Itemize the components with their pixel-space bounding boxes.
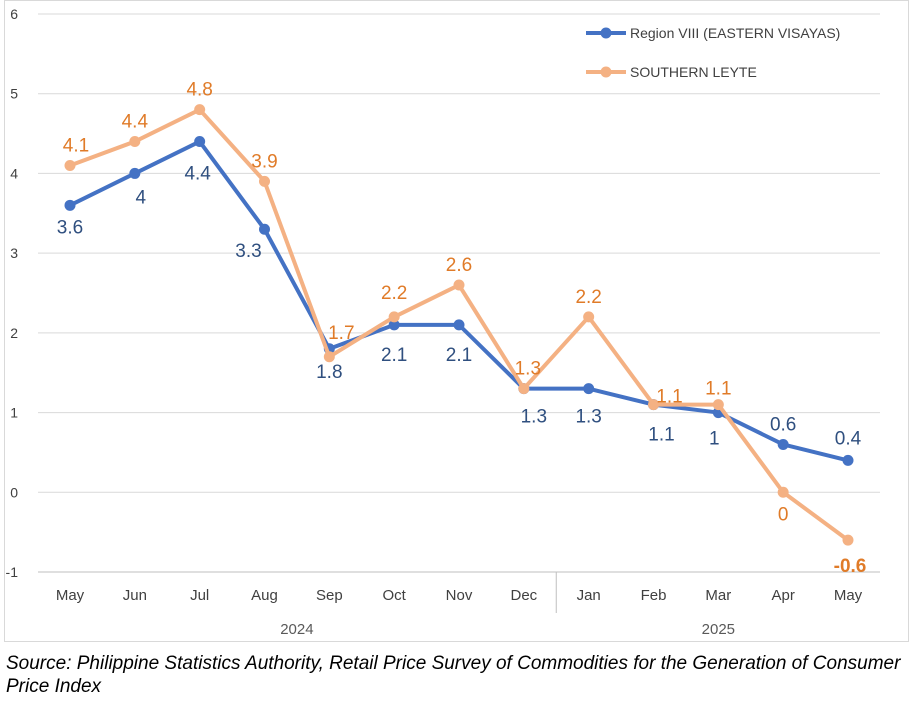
x-tick-label: Feb [641,587,667,604]
southern-leyte-point [324,351,335,362]
southern-leyte-data-label: 1.1 [705,379,731,400]
region-viii-data-label: 1.1 [648,425,674,446]
southern-leyte-data-label: 4.4 [122,112,149,133]
region-viii-point [194,136,205,147]
y-tick-label: 5 [10,86,18,102]
southern-leyte-point [843,535,854,546]
southern-leyte-point [713,399,724,410]
legend-swatch-marker [601,67,612,78]
southern-leyte-data-label: 1.7 [328,323,354,344]
southern-leyte-data-label: 1.1 [656,387,682,408]
x-tick-label: Jan [577,587,601,604]
region-viii-data-label: 4 [136,187,147,208]
y-tick-label: 6 [10,6,18,22]
southern-leyte-point [583,311,594,322]
legend-label: SOUTHERN LEYTE [630,64,757,80]
southern-leyte-data-label: 0 [778,504,789,525]
region-viii-data-label: 1.3 [575,407,601,428]
southern-leyte-data-label: 2.6 [446,255,472,276]
x-tick-label: Apr [771,587,794,604]
y-tick-label: 2 [10,325,18,341]
region-viii-point [583,383,594,394]
southern-leyte-data-label: 4.8 [186,80,212,101]
southern-leyte-point [259,176,270,187]
x-tick-label: Aug [251,587,278,604]
source-note: Source: Philippine Statistics Authority,… [6,652,911,698]
southern-leyte-point [65,160,76,171]
region-viii-data-label: 1.8 [316,362,342,383]
x-year-label: 2024 [280,621,313,638]
y-tick-label: 3 [10,245,18,261]
southern-leyte-point [778,487,789,498]
southern-leyte-data-label: 3.9 [251,151,277,172]
southern-leyte-point [454,280,465,291]
region-viii-point [65,200,76,211]
region-viii-data-label: 1 [709,429,720,450]
region-viii-data-label: 4.4 [184,164,211,185]
region-viii-data-label: 0.4 [835,428,862,449]
legend-swatch-marker [601,28,612,39]
line-chart: -1 0 1 2 3 4 5 6 May Jun Jul Aug Sep Oct Nov Dec Jan Feb M… [0,0,915,645]
x-tick-label: Jun [123,587,147,604]
x-tick-label: Mar [705,587,731,604]
region-viii-data-label: 3.3 [235,241,261,262]
region-viii-data-label: 1.3 [521,407,547,428]
southern-leyte-point [389,311,400,322]
y-tick-label: 4 [10,165,18,181]
region-viii-data-label: 2.1 [446,345,472,366]
x-tick-label: May [56,587,85,604]
southern-leyte-point [129,136,140,147]
x-tick-label: Sep [316,587,343,604]
region-viii-data-label: 0.6 [770,414,796,435]
x-year-label: 2025 [702,621,735,638]
southern-leyte-data-label: 1.3 [515,359,541,380]
y-tick-label: -1 [6,564,19,580]
southern-leyte-data-label: 4.1 [63,135,89,156]
region-viii-point [259,224,270,235]
y-tick-label: 0 [10,484,18,500]
legend-label: Region VIII (EASTERN VISAYAS) [630,25,840,41]
southern-leyte-data-label: -0.6 [834,556,867,577]
x-tick-label: Dec [510,587,537,604]
region-viii-data-label: 3.6 [57,217,83,238]
region-viii-point [778,439,789,450]
southern-leyte-point [518,383,529,394]
x-tick-label: Oct [382,587,406,604]
southern-leyte-point [194,104,205,115]
x-tick-label: Jul [190,587,209,604]
southern-leyte-data-label: 2.2 [381,283,407,304]
y-tick-label: 1 [10,405,18,421]
region-viii-point [129,168,140,179]
southern-leyte-data-label: 2.2 [575,287,601,308]
x-tick-label: May [834,587,863,604]
region-viii-point [843,455,854,466]
region-viii-data-label: 2.1 [381,345,407,366]
x-tick-label: Nov [446,587,473,604]
region-viii-point [454,319,465,330]
